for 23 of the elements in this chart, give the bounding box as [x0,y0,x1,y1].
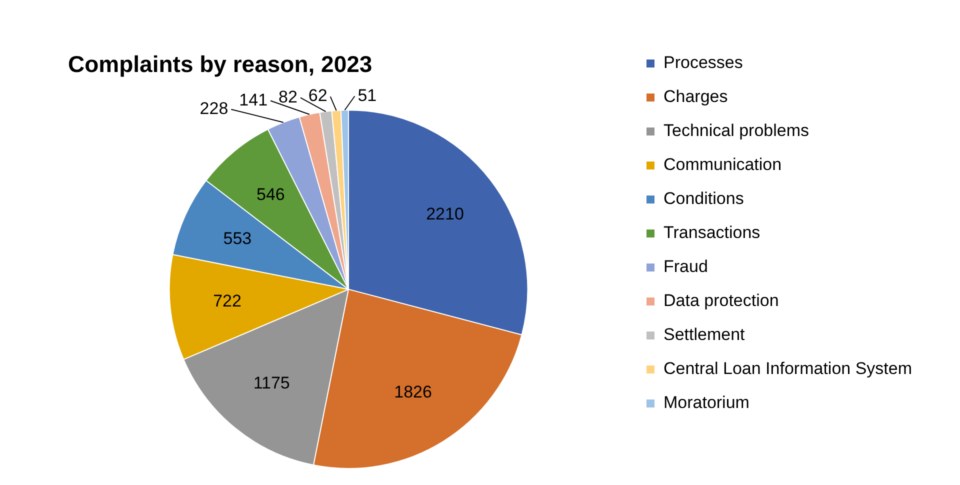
data-label: 1175 [253,374,290,393]
chart-title: Complaints by reason, 2023 [68,51,372,78]
legend-label: Central Loan Information System [663,359,912,378]
legend-label: Moratorium [663,393,750,412]
data-label: 553 [223,228,252,248]
legend-label: Data protection [663,291,779,310]
legend-label: Charges [663,87,728,106]
data-label: 546 [256,185,285,204]
data-label: 62 [308,86,328,106]
legend-label: Technical problems [663,121,810,140]
data-label: 722 [213,292,242,311]
data-label: 51 [358,86,377,105]
data-label: 228 [200,99,228,118]
data-label: 2210 [426,204,464,224]
legend-label: Transactions [663,223,760,242]
legend-label: Processes [663,53,743,72]
data-label: 141 [239,90,268,110]
legend-label: Communication [663,155,782,174]
legend-label: Fraud [663,257,708,276]
data-label: 1826 [394,382,432,402]
legend-label: Settlement [663,325,746,344]
data-label: 82 [278,87,298,106]
legend-label: Conditions [663,189,744,208]
